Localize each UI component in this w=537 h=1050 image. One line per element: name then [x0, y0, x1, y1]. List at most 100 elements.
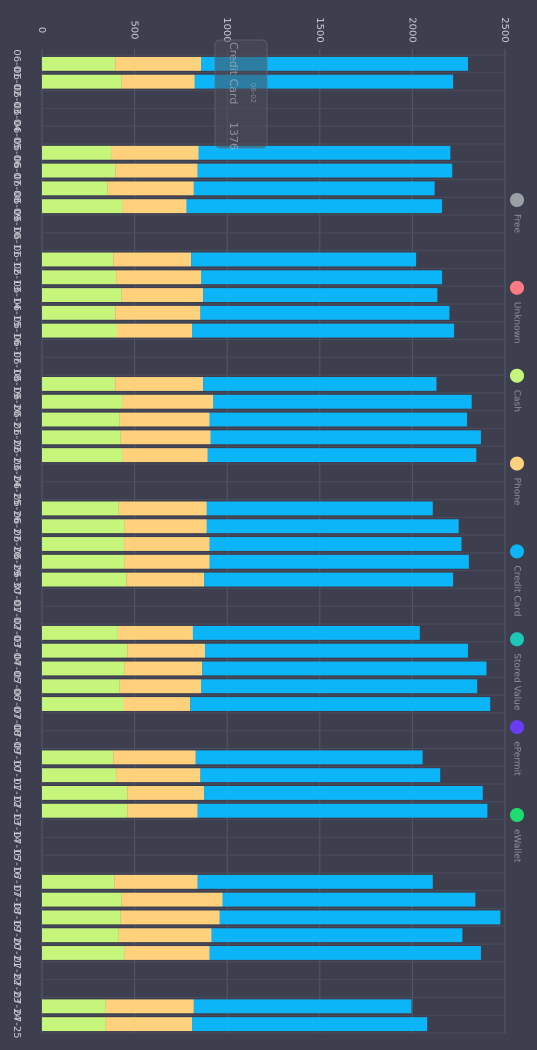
- bar-segment-cash[interactable]: [42, 786, 128, 800]
- legend-marker-credit-card[interactable]: [510, 544, 524, 559]
- bar-segment-cash[interactable]: [42, 803, 128, 818]
- legend-marker-ewallet[interactable]: [510, 808, 524, 822]
- legend-marker-epermit[interactable]: [510, 720, 524, 735]
- bar-segment-credit-card[interactable]: [193, 999, 412, 1014]
- bar-segment-credit-card[interactable]: [200, 768, 441, 783]
- bar-segment-cash[interactable]: [42, 625, 118, 640]
- bar-segment-phone[interactable]: [121, 74, 195, 89]
- bar-segment-phone[interactable]: [114, 874, 198, 889]
- bar-segment-credit-card[interactable]: [195, 750, 423, 765]
- bar-segment-cash[interactable]: [42, 181, 108, 196]
- bar-segment-phone[interactable]: [122, 199, 187, 214]
- bar-segment-phone[interactable]: [123, 697, 191, 711]
- bar-segment-cash[interactable]: [42, 252, 114, 267]
- bar-segment-phone[interactable]: [121, 892, 223, 907]
- bar-segment-phone[interactable]: [119, 679, 202, 694]
- bar-segment-phone[interactable]: [126, 572, 205, 587]
- bar-segment-cash[interactable]: [42, 56, 116, 71]
- bar-segment-cash[interactable]: [42, 270, 117, 285]
- bar-segment-phone[interactable]: [124, 554, 210, 569]
- bar-segment-phone[interactable]: [107, 181, 194, 196]
- bar-segment-phone[interactable]: [127, 643, 205, 658]
- legend-label[interactable]: Cash: [512, 390, 522, 412]
- legend-label[interactable]: ePermit: [512, 741, 522, 776]
- legend-marker-stored-value[interactable]: [510, 632, 524, 647]
- bar-segment-credit-card[interactable]: [209, 412, 468, 427]
- bar-segment-cash[interactable]: [42, 643, 128, 658]
- bar-segment-credit-card[interactable]: [204, 572, 454, 587]
- bar-segment-phone[interactable]: [124, 661, 203, 676]
- bar-segment-phone[interactable]: [111, 145, 199, 160]
- bar-segment-credit-card[interactable]: [197, 874, 433, 889]
- bar-segment-credit-card[interactable]: [203, 377, 437, 391]
- bar-segment-phone[interactable]: [116, 768, 201, 783]
- bar-segment-phone[interactable]: [124, 946, 210, 960]
- bar-segment-phone[interactable]: [117, 625, 193, 640]
- bar-segment-phone[interactable]: [127, 786, 205, 800]
- bar-segment-credit-card[interactable]: [193, 181, 435, 196]
- bar-segment-cash[interactable]: [42, 412, 120, 427]
- bar-segment-credit-card[interactable]: [222, 892, 476, 907]
- legend-label[interactable]: Unknown: [512, 302, 522, 344]
- bar-segment-cash[interactable]: [42, 430, 121, 445]
- bar-segment-cash[interactable]: [42, 305, 116, 320]
- bar-segment-credit-card[interactable]: [211, 928, 463, 943]
- bar-segment-cash[interactable]: [42, 163, 116, 178]
- bar-segment-cash[interactable]: [42, 74, 122, 89]
- bar-segment-cash[interactable]: [42, 1017, 106, 1032]
- bar-segment-phone[interactable]: [122, 394, 214, 409]
- bar-segment-credit-card[interactable]: [213, 394, 472, 409]
- bar-segment-credit-card[interactable]: [209, 537, 462, 551]
- bar-segment-phone[interactable]: [118, 501, 207, 516]
- bar-segment-cash[interactable]: [42, 199, 123, 214]
- bar-segment-phone[interactable]: [121, 288, 204, 302]
- legend-marker-unknown[interactable]: [510, 280, 524, 295]
- legend-label[interactable]: Phone: [512, 478, 522, 506]
- bar-segment-phone[interactable]: [105, 1017, 193, 1032]
- bar-segment-cash[interactable]: [42, 999, 106, 1014]
- bar-segment-credit-card[interactable]: [219, 910, 501, 925]
- bar-segment-credit-card[interactable]: [192, 323, 455, 338]
- bar-segment-cash[interactable]: [42, 323, 118, 338]
- bar-segment-cash[interactable]: [42, 377, 116, 391]
- bar-segment-credit-card[interactable]: [192, 1017, 428, 1032]
- bar-segment-cash[interactable]: [42, 394, 123, 409]
- bar-segment-phone[interactable]: [118, 928, 212, 943]
- bar-segment-credit-card[interactable]: [200, 305, 450, 320]
- bar-segment-credit-card[interactable]: [207, 448, 477, 463]
- bar-segment-cash[interactable]: [42, 892, 122, 907]
- bar-segment-credit-card[interactable]: [197, 163, 453, 178]
- bar-segment-phone[interactable]: [122, 448, 208, 463]
- bar-segment-cash[interactable]: [42, 910, 121, 925]
- bar-segment-cash[interactable]: [42, 448, 123, 463]
- bar-segment-phone[interactable]: [116, 270, 202, 285]
- bar-segment-credit-card[interactable]: [201, 679, 478, 694]
- legend-label[interactable]: Stored Value: [512, 653, 522, 711]
- bar-segment-credit-card[interactable]: [209, 554, 469, 569]
- legend-label[interactable]: Free: [512, 214, 522, 234]
- bar-segment-phone[interactable]: [113, 750, 196, 765]
- bar-segment-credit-card[interactable]: [209, 946, 481, 960]
- bar-segment-credit-card[interactable]: [201, 56, 468, 71]
- bar-segment-phone[interactable]: [105, 999, 194, 1014]
- bar-segment-phone[interactable]: [115, 163, 198, 178]
- bar-segment-cash[interactable]: [42, 874, 115, 889]
- bar-segment-credit-card[interactable]: [191, 252, 417, 267]
- bar-segment-cash[interactable]: [42, 768, 117, 783]
- bar-segment-cash[interactable]: [42, 288, 122, 302]
- bar-segment-credit-card[interactable]: [203, 288, 438, 302]
- bar-segment-cash[interactable]: [42, 554, 125, 569]
- bar-segment-phone[interactable]: [127, 803, 198, 818]
- bar-segment-cash[interactable]: [42, 661, 125, 676]
- bar-segment-phone[interactable]: [115, 377, 204, 391]
- bar-segment-cash[interactable]: [42, 750, 114, 765]
- legend-label[interactable]: eWallet: [512, 829, 522, 863]
- bar-segment-credit-card[interactable]: [190, 697, 491, 711]
- bar-segment-cash[interactable]: [42, 537, 125, 551]
- bar-segment-credit-card[interactable]: [202, 661, 487, 676]
- bar-segment-credit-card[interactable]: [201, 270, 443, 285]
- bar-segment-credit-card[interactable]: [204, 643, 468, 658]
- bar-segment-phone[interactable]: [119, 412, 210, 427]
- bar-segment-cash[interactable]: [42, 946, 125, 960]
- bar-segment-phone[interactable]: [124, 519, 207, 534]
